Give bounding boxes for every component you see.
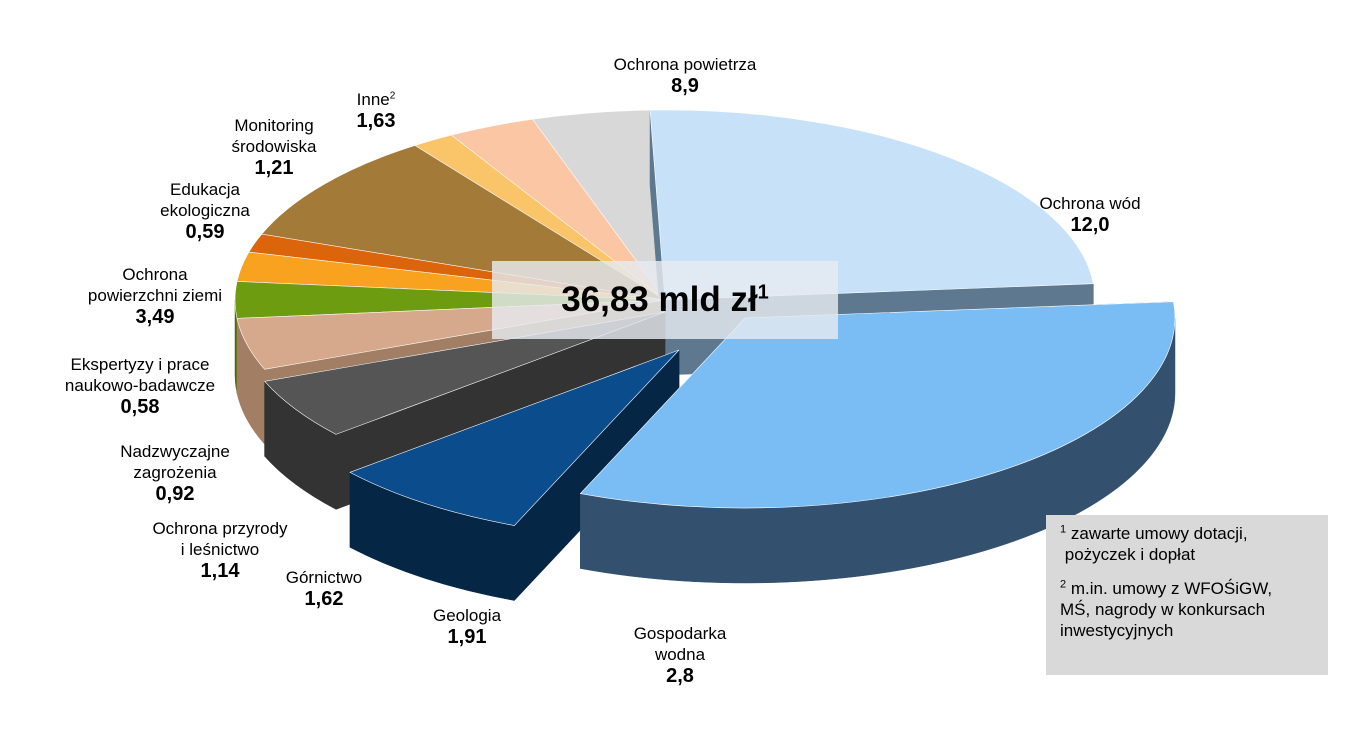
label-geologia: Geologia 1,91 [432, 606, 502, 648]
slice-ochrona-wód [579, 301, 1176, 509]
slice-ochrona-powietrza [649, 109, 1094, 301]
label-monitoring-srodowiska: Monitoring środowiska 1,21 [231, 116, 317, 179]
label-gospodarka-wodna: Gospodarka wodna 2,8 [633, 624, 727, 687]
label-inne: Inne2 1,63 [356, 90, 396, 132]
footnote-1: 1 zawarte umowy dotacji, pożyczek i dopł… [1060, 523, 1248, 564]
label-ochrona-wod: Ochrona wód 12,0 [1039, 194, 1141, 236]
label-nadzwyczajne-zagrozenia: Nadzwyczajne zagrożenia 0,92 [120, 442, 230, 505]
slice-gospodarka-wodna [349, 349, 680, 526]
footnote-2: 2 m.in. umowy z WFOŚiGW, MŚ, nagrody w ko… [1060, 578, 1273, 640]
total-amount-box: 36,83 mld zł1 [492, 261, 838, 339]
label-ekspertyzy: Ekspertyzy i prace naukowo-badawcze 0,58 [64, 355, 216, 418]
label-ochrona-powietrza: Ochrona powietrza 8,9 [613, 55, 757, 97]
label-ochrona-powierzchni-ziemi: Ochrona powierzchni ziemi 3,49 [87, 265, 223, 328]
slice-geologia [264, 311, 666, 435]
label-gornictwo: Górnictwo 1,62 [285, 568, 363, 610]
total-amount: 36,83 mld zł1 [561, 280, 769, 319]
footnotes-box: 1 zawarte umowy dotacji, pożyczek i dopł… [1046, 515, 1328, 675]
label-ochrona-przyrody: Ochrona przyrody i leśnictwo 1,14 [152, 519, 288, 582]
label-edukacja-ekologiczna: Edukacja ekologiczna 0,59 [160, 180, 250, 243]
